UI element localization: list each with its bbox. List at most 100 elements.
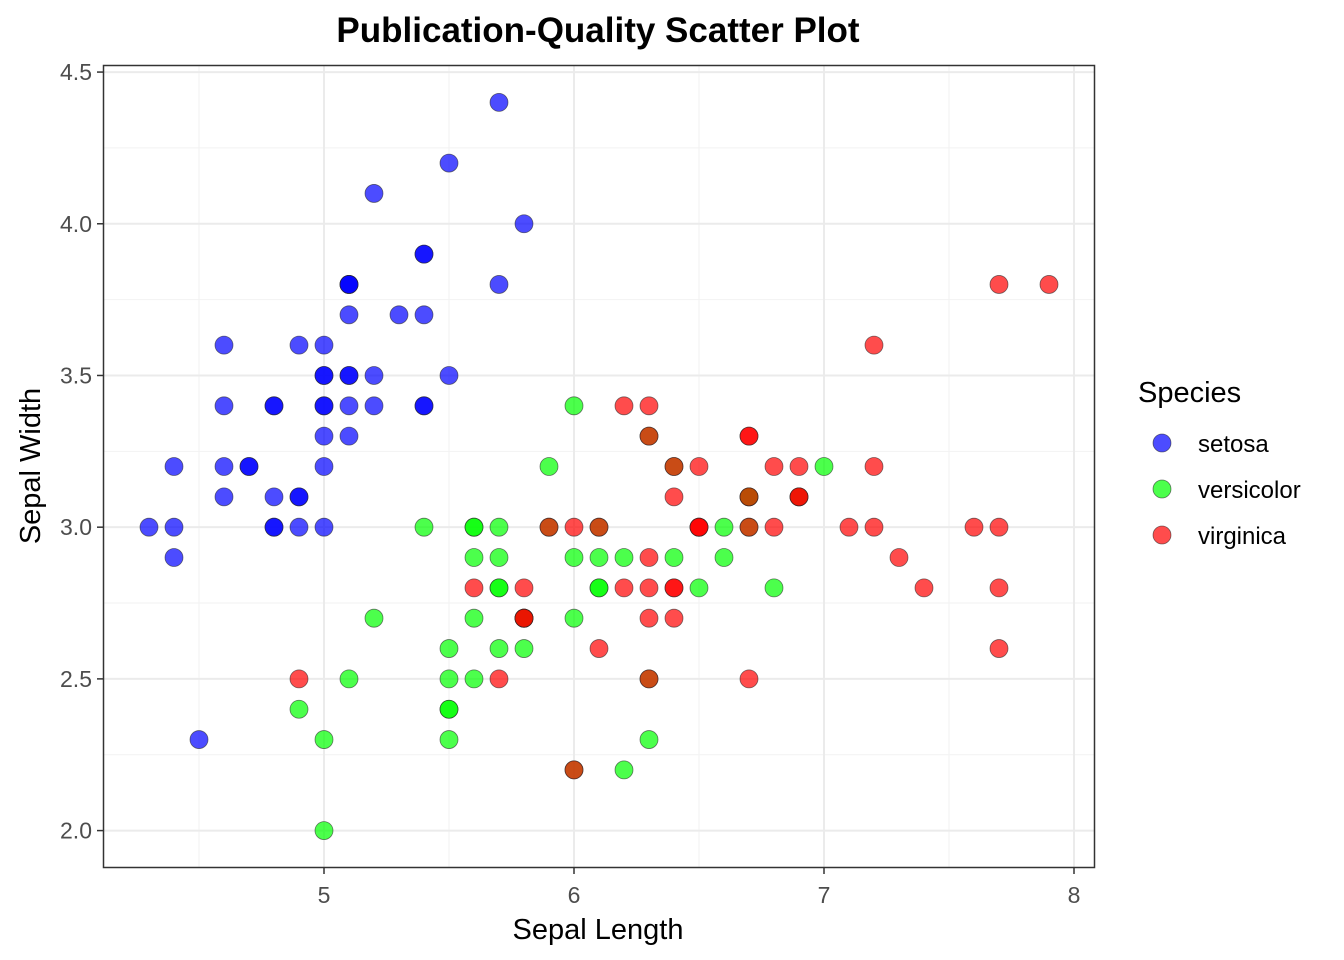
scatter-point-virginica [639, 396, 659, 416]
scatter-point-setosa [214, 487, 234, 507]
scatter-point-setosa [339, 275, 359, 294]
scatter-point-versicolor [289, 699, 309, 719]
scatter-point-versicolor [614, 760, 634, 780]
scatter-point-virginica [889, 548, 909, 567]
scatter-point-virginica [764, 457, 784, 476]
scatter-point-versicolor [589, 548, 609, 567]
scatter-point-setosa [314, 457, 334, 476]
scatter-point-virginica [514, 608, 534, 628]
scatter-point-setosa [414, 396, 434, 416]
scatter-point-setosa [264, 487, 284, 507]
scatter-point-versicolor [489, 517, 509, 537]
scatter-point-virginica [989, 578, 1009, 598]
scatter-point-setosa [339, 396, 359, 416]
scatter-point-versicolor [489, 548, 509, 567]
scatter-point-versicolor [714, 517, 734, 537]
scatter-point-setosa [164, 548, 184, 567]
scatter-point-versicolor [314, 821, 334, 840]
scatter-point-versicolor [464, 669, 484, 689]
scatter-point-setosa [364, 396, 384, 416]
scatter-point-virginica [739, 517, 759, 537]
scatter-point-versicolor [764, 578, 784, 598]
scatter-point-setosa [164, 457, 184, 476]
legend-key-virginica [1152, 525, 1172, 545]
scatter-point-setosa [189, 730, 209, 749]
scatter-point-virginica [689, 457, 709, 476]
scatter-point-virginica [864, 457, 884, 476]
scatter-point-setosa [164, 517, 184, 537]
scatter-point-virginica [964, 517, 984, 537]
scatter-point-versicolor [714, 548, 734, 567]
scatter-point-setosa [514, 214, 534, 234]
scatter-point-virginica [764, 517, 784, 537]
scatter-point-virginica [289, 669, 309, 689]
scatter-point-setosa [364, 184, 384, 203]
legend-title: Species [1138, 377, 1241, 409]
scatter-point-virginica [739, 487, 759, 507]
scatter-point-virginica [864, 517, 884, 537]
grid-lines [104, 66, 1094, 867]
scatter-point-setosa [214, 335, 234, 355]
scatter-point-versicolor [614, 548, 634, 567]
legend: Species setosa versicolor virginica [1138, 377, 1301, 550]
scatter-point-setosa [314, 426, 334, 446]
scatter-point-setosa [439, 366, 459, 385]
scatter-point-setosa [314, 396, 334, 416]
x-tick-label: 7 [818, 882, 831, 908]
scatter-point-setosa [214, 457, 234, 476]
scatter-point-versicolor [514, 639, 534, 658]
scatter-point-versicolor [464, 548, 484, 567]
scatter-point-setosa [139, 517, 159, 537]
scatter-point-setosa [414, 244, 434, 264]
scatter-point-virginica [839, 517, 859, 537]
scatter-point-virginica [489, 669, 509, 689]
y-tick-label: 4.5 [60, 59, 92, 85]
scatter-point-virginica [989, 639, 1009, 658]
y-tick-label: 3.5 [60, 362, 92, 388]
chart-title: Publication-Quality Scatter Plot [336, 11, 859, 50]
scatter-point-versicolor [639, 730, 659, 749]
scatter-point-setosa [489, 93, 509, 112]
scatter-point-virginica [914, 578, 934, 598]
legend-label-versicolor: versicolor [1198, 477, 1301, 504]
scatter-point-virginica [589, 639, 609, 658]
axis-ticks: 5 6 7 8 2.0 2.5 3.0 3.5 4.0 4.5 [60, 59, 1080, 908]
scatter-point-versicolor [464, 517, 484, 537]
scatter-point-virginica [589, 517, 609, 537]
scatter-point-versicolor [314, 730, 334, 749]
scatter-point-virginica [739, 426, 759, 446]
scatter-point-virginica [639, 608, 659, 628]
scatter-point-setosa [389, 305, 409, 325]
scatter-point-setosa [339, 305, 359, 325]
legend-key-setosa [1152, 433, 1172, 453]
scatter-point-virginica [514, 578, 534, 598]
y-tick-label: 2.0 [60, 818, 92, 844]
scatter-point-virginica [989, 275, 1009, 294]
scatter-point-setosa [239, 457, 259, 476]
scatter-point-virginica [614, 578, 634, 598]
scatter-point-virginica [864, 335, 884, 355]
scatter-point-virginica [614, 396, 634, 416]
plot-panel-border [102, 64, 1096, 869]
scatter-point-setosa [214, 396, 234, 416]
scatter-point-virginica [464, 578, 484, 598]
scatter-point-versicolor [439, 730, 459, 749]
scatter-point-setosa [339, 426, 359, 446]
scatter-point-versicolor [414, 517, 434, 537]
scatter-point-virginica [664, 578, 684, 598]
scatter-point-versicolor [814, 457, 834, 476]
y-tick-label: 2.5 [60, 666, 92, 692]
x-axis-label: Sepal Length [513, 914, 684, 946]
scatter-point-virginica [639, 426, 659, 446]
scatter-point-setosa [314, 517, 334, 537]
scatter-point-setosa [364, 366, 384, 385]
scatter-point-versicolor [364, 608, 384, 628]
scatter-point-versicolor [489, 578, 509, 598]
scatter-point-setosa [289, 487, 309, 507]
scatter-point-setosa [289, 335, 309, 355]
scatter-point-setosa [264, 396, 284, 416]
legend-label-virginica: virginica [1198, 523, 1287, 550]
scatter-point-versicolor [564, 608, 584, 628]
x-tick-label: 8 [1068, 882, 1081, 908]
